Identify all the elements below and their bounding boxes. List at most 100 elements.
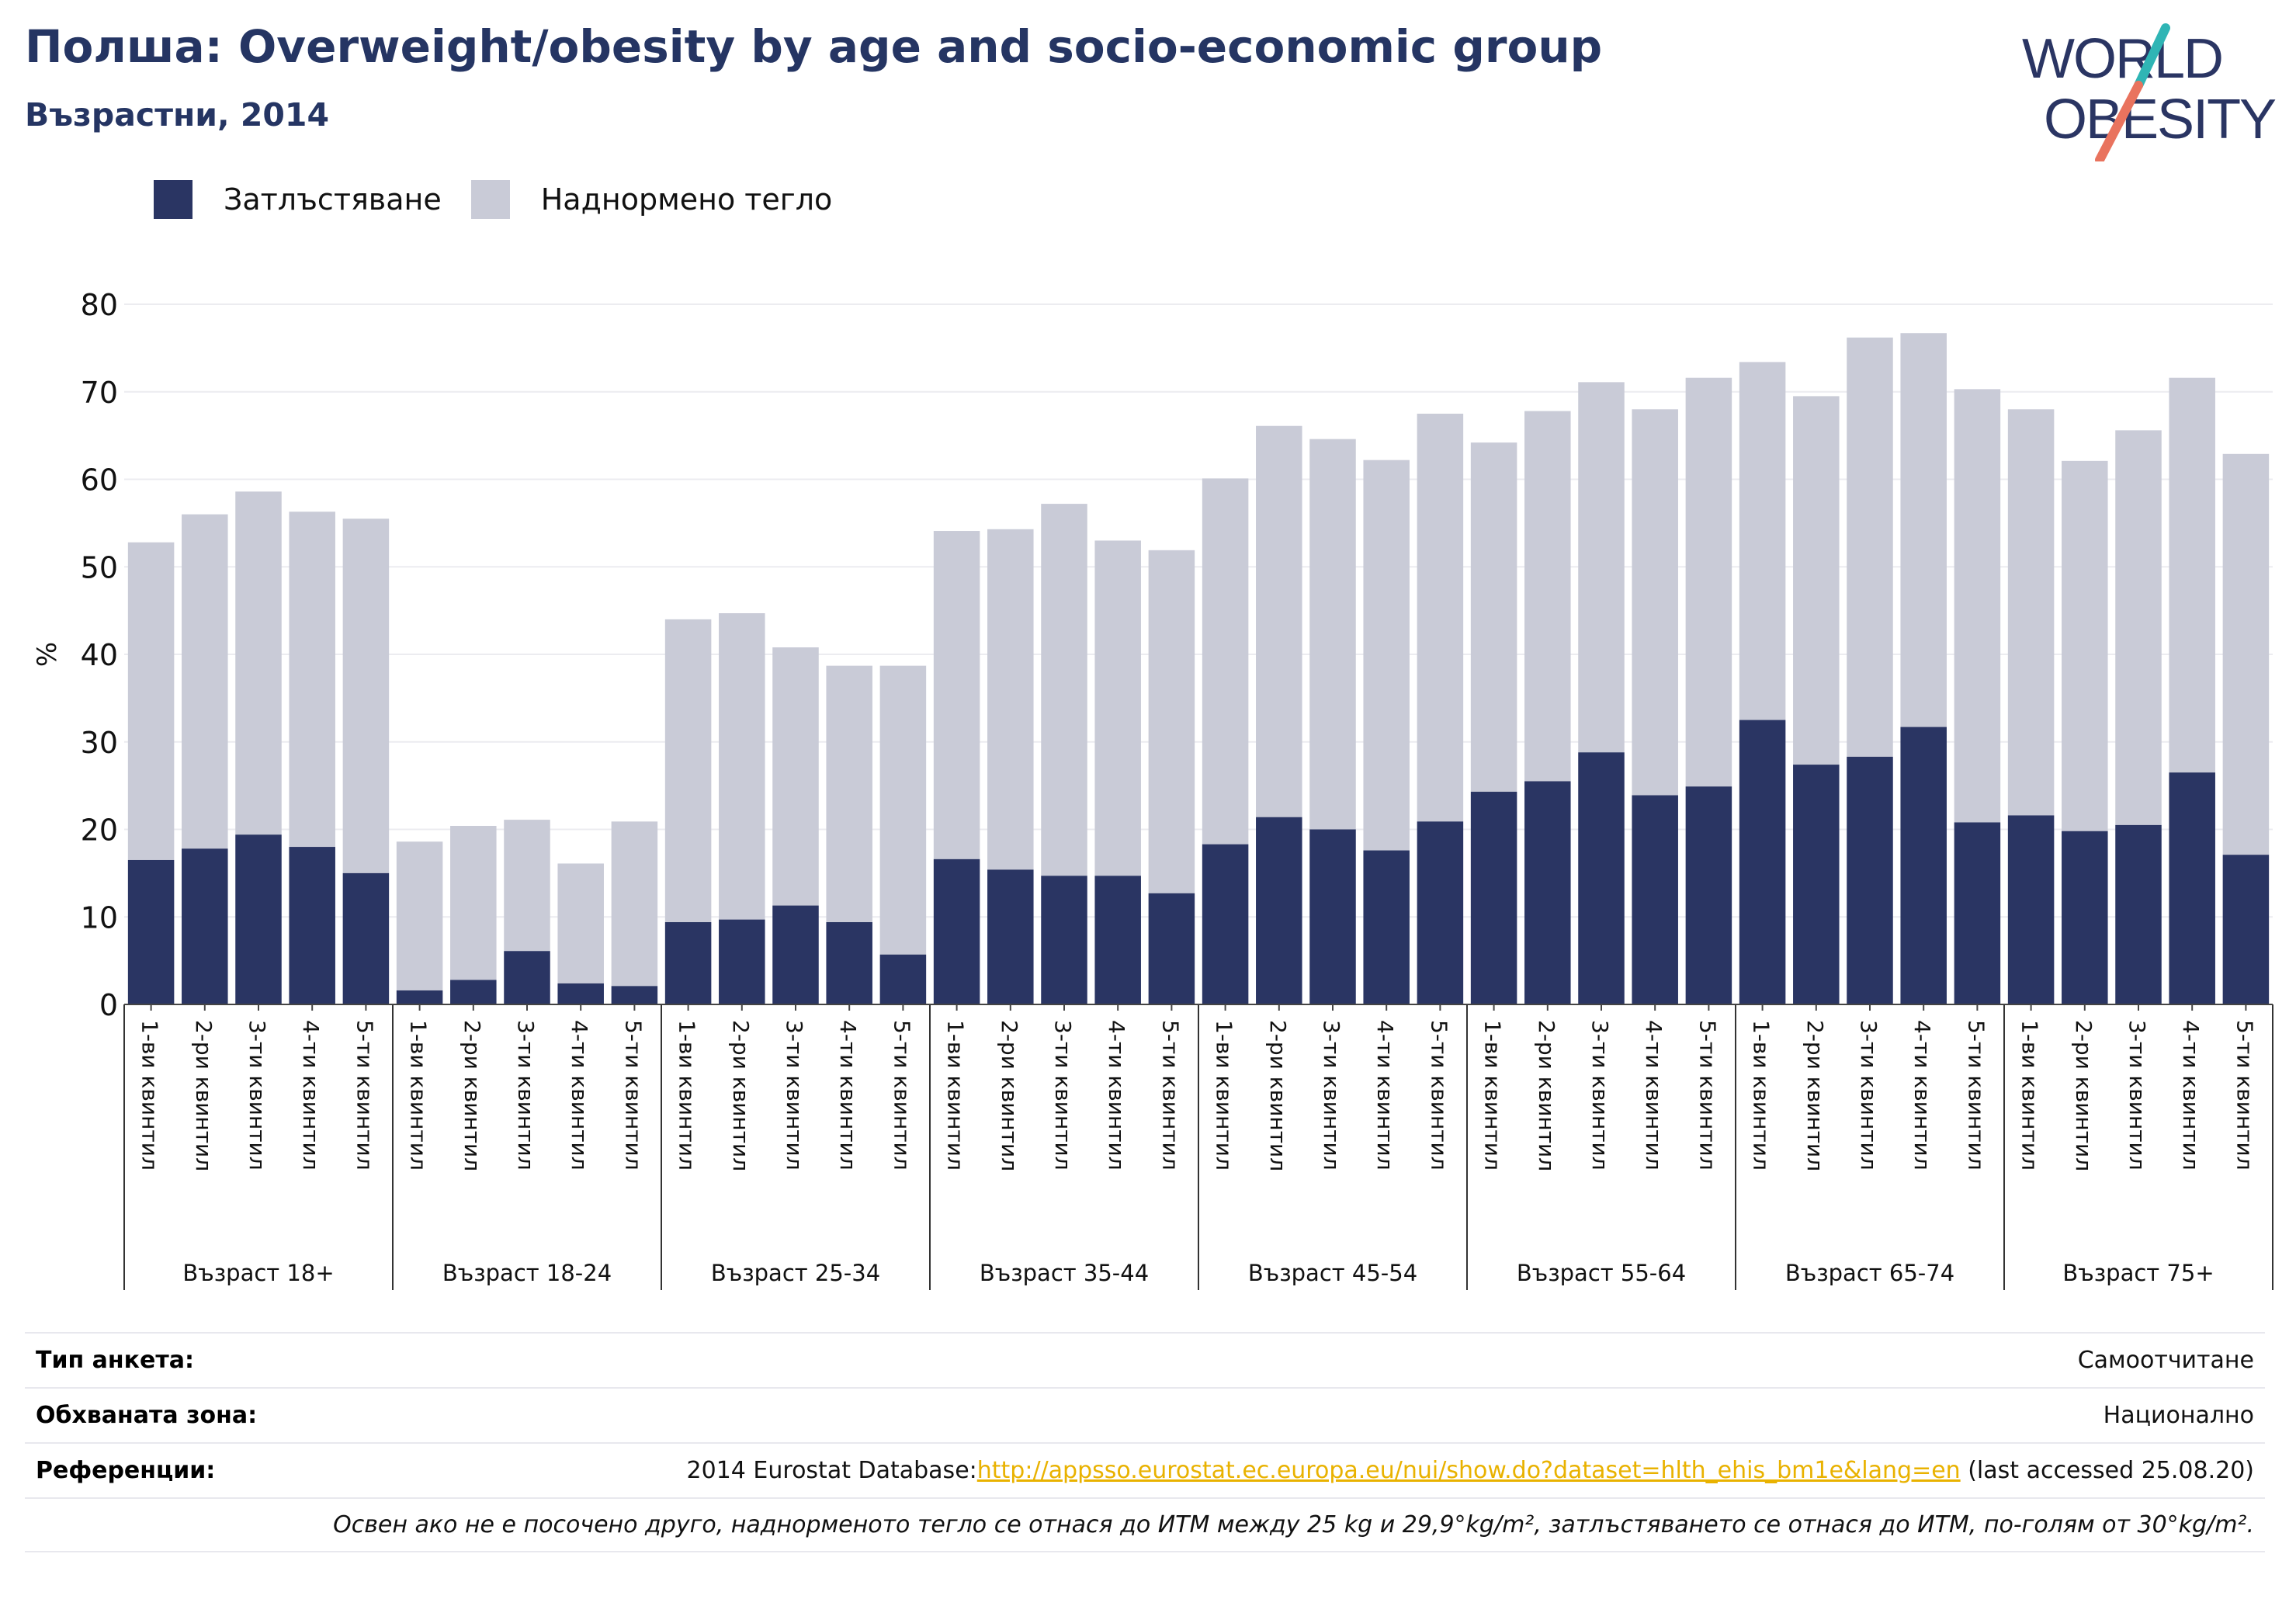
group-label: Възраст 18+ bbox=[182, 1260, 334, 1286]
y-tick-label: 0 bbox=[99, 988, 118, 1022]
bar-obesity bbox=[2007, 815, 2055, 1004]
bar-overweight bbox=[342, 519, 390, 873]
y-tick-label: 80 bbox=[81, 288, 118, 322]
bar-overweight bbox=[396, 841, 443, 990]
bar-obesity bbox=[235, 834, 282, 1004]
world-obesity-logo: WORLD OBESITY bbox=[2022, 23, 2277, 161]
x-tick-label: 5-ти квинтил bbox=[620, 1020, 646, 1171]
x-tick-label: 4-ти квинтил bbox=[567, 1020, 592, 1171]
x-tick-label: 1-ви квинтил bbox=[1749, 1020, 1774, 1171]
stacked-bar-chart: 0 10 20 30 40 50 60 70 80% 1-ви квинтил 2-ри квинт… bbox=[32, 288, 2273, 1290]
reference-suffix: (last accessed 25.08.20) bbox=[1960, 1457, 2254, 1484]
bar-obesity bbox=[1847, 756, 1893, 1004]
bar-overweight bbox=[289, 512, 335, 848]
legend-item-obesity: Затлъстяване bbox=[154, 180, 442, 219]
bar-obesity bbox=[1094, 876, 1141, 1004]
bar-overweight bbox=[1256, 425, 1302, 817]
x-tick-label: 2-ри квинтил bbox=[997, 1020, 1022, 1171]
bar-obesity bbox=[127, 859, 175, 1004]
reference-link[interactable]: http://appsso.eurostat.ec.europa.eu/nui/… bbox=[976, 1457, 1961, 1484]
reference-prefix: 2014 Eurostat Database: bbox=[686, 1457, 977, 1484]
footer-row-references: Референции: 2014 Eurostat Database:http:… bbox=[25, 1442, 2265, 1497]
x-tick-label: 4-ти квинтил bbox=[2178, 1020, 2204, 1171]
bar-obesity bbox=[1685, 786, 1732, 1004]
bar-overweight bbox=[1847, 337, 1893, 757]
bar-obesity bbox=[1470, 792, 1517, 1004]
bar-overweight bbox=[2062, 460, 2108, 831]
bar-overweight bbox=[933, 531, 980, 859]
bar-overweight bbox=[1685, 377, 1732, 787]
x-tick-label: 1-ви квинтил bbox=[2017, 1020, 2043, 1171]
x-tick-label: 4-ти квинтил bbox=[1372, 1020, 1398, 1171]
x-tick-label: 4-ти квинтил bbox=[835, 1020, 861, 1171]
x-tick-label: 3-ти квинтил bbox=[1856, 1020, 1882, 1171]
x-tick-label: 1-ви квинтил bbox=[137, 1020, 163, 1171]
x-tick-label: 1-ви квинтил bbox=[1480, 1020, 1506, 1171]
bar-overweight bbox=[557, 863, 604, 983]
bar-obesity bbox=[450, 980, 497, 1004]
bar-obesity bbox=[289, 847, 335, 1004]
bar-overweight bbox=[879, 665, 927, 955]
bar-obesity bbox=[933, 858, 980, 1004]
logo-text-obesity: OBESITY bbox=[2044, 88, 2276, 151]
y-tick-label: 70 bbox=[81, 376, 118, 410]
bar-obesity bbox=[1309, 829, 1356, 1004]
legend-swatch-obesity bbox=[154, 180, 192, 219]
bar-overweight bbox=[235, 491, 282, 835]
x-tick-label: 4-ти квинтил bbox=[298, 1020, 324, 1171]
x-tick-label: 4-ти квинтил bbox=[1104, 1020, 1129, 1171]
x-tick-label: 2-ри квинтил bbox=[2071, 1020, 2097, 1171]
bar-overweight bbox=[1470, 442, 1517, 793]
chart-footer: Тип анкета: Самоотчитане Обхваната зона:… bbox=[25, 1332, 2265, 1552]
logo-text-world: WORLD bbox=[2022, 28, 2222, 90]
bar-obesity bbox=[611, 986, 658, 1004]
y-tick-label: 60 bbox=[81, 463, 118, 498]
bar-obesity bbox=[987, 869, 1034, 1004]
y-axis-label: % bbox=[32, 642, 63, 667]
bar-overweight bbox=[2115, 430, 2162, 825]
x-tick-label: 4-ти квинтил bbox=[1909, 1020, 1935, 1171]
y-tick-label: 10 bbox=[81, 900, 118, 935]
bar-overweight bbox=[1524, 411, 1571, 782]
y-tick-label: 50 bbox=[81, 550, 118, 584]
x-tick-label: 3-ти квинтил bbox=[1050, 1020, 1076, 1171]
bar-obesity bbox=[2115, 824, 2162, 1004]
bar-obesity bbox=[1900, 727, 1947, 1004]
bar-overweight bbox=[987, 529, 1034, 870]
chart-subtitle: Възрастни, 2014 bbox=[25, 96, 329, 134]
x-tick-label: 2-ри квинтил bbox=[191, 1020, 217, 1171]
bar-obesity bbox=[1739, 720, 1786, 1004]
bar-overweight bbox=[127, 542, 175, 860]
bar-overweight bbox=[1954, 389, 2001, 823]
bar-overweight bbox=[182, 514, 228, 849]
legend: Затлъстяване Наднормено тегло bbox=[154, 179, 862, 220]
bar-obesity bbox=[1578, 752, 1625, 1004]
bar-obesity bbox=[772, 905, 819, 1004]
bar-obesity bbox=[1417, 821, 1464, 1004]
bar-obesity bbox=[557, 983, 604, 1004]
survey-type-label: Тип анкета: bbox=[36, 1347, 194, 1374]
bar-obesity bbox=[1793, 765, 1840, 1004]
bar-overweight bbox=[2007, 409, 2055, 816]
bar-obesity bbox=[342, 872, 390, 1004]
bar-overweight bbox=[1900, 333, 1947, 727]
bar-obesity bbox=[504, 951, 550, 1004]
bar-overweight bbox=[611, 821, 658, 987]
x-tick-label: 1-ви квинтил bbox=[943, 1020, 969, 1171]
bar-obesity bbox=[1363, 850, 1410, 1004]
x-tick-label: 5-ти квинтил bbox=[2232, 1020, 2257, 1171]
logo-slash-coral bbox=[2095, 81, 2143, 161]
bar-obesity bbox=[1148, 893, 1195, 1004]
x-tick-label: 5-ти квинтил bbox=[352, 1020, 377, 1171]
bar-overweight bbox=[1202, 478, 1249, 845]
x-tick-label: 4-ти квинтил bbox=[1641, 1020, 1667, 1171]
bar-overweight bbox=[1417, 413, 1464, 822]
x-tick-label: 2-ри квинтил bbox=[1534, 1020, 1559, 1171]
legend-label-overweight: Наднормено тегло bbox=[540, 182, 833, 217]
x-tick-label: 3-ти квинтил bbox=[2124, 1020, 2150, 1171]
bar-overweight bbox=[664, 619, 712, 923]
bar-overweight bbox=[450, 825, 497, 980]
y-tick-label: 20 bbox=[81, 813, 118, 848]
area-label: Обхваната зона: bbox=[36, 1402, 258, 1429]
bar-obesity bbox=[1632, 795, 1678, 1004]
